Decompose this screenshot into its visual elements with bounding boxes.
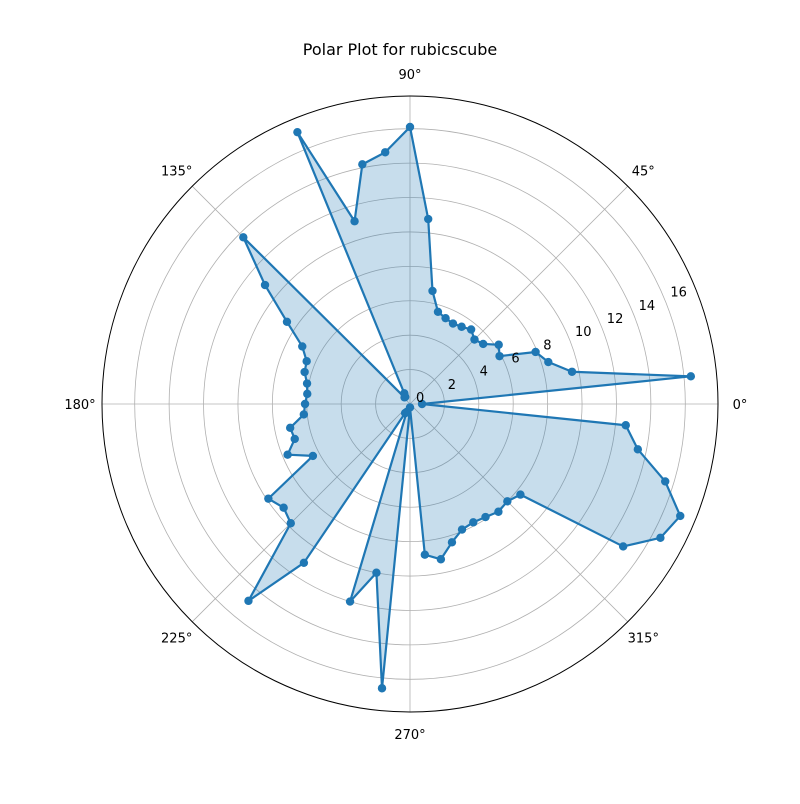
data-point-61: [661, 477, 670, 486]
theta-tick-label-7: 315°: [628, 631, 659, 646]
theta-tick-label-2: 90°: [398, 68, 421, 83]
r-tick-label-2: 4: [480, 365, 488, 380]
data-point-16: [405, 122, 415, 132]
data-point-31: [303, 389, 312, 399]
theta-tick-label-1: 45°: [632, 165, 655, 180]
data-point-51: [447, 538, 457, 547]
data-point-20: [293, 127, 302, 137]
data-point-17: [381, 148, 390, 157]
data-point-27: [298, 342, 307, 351]
theta-gridline-5: [191, 403, 411, 623]
r-tick-label-3: 6: [511, 352, 519, 367]
chart-title: Polar Plot for rubicscube: [302, 40, 498, 59]
data-point-40: [286, 519, 295, 528]
data-point-0: [417, 399, 427, 409]
data-point-54: [481, 512, 490, 522]
data-point-37: [308, 451, 318, 461]
data-point-28: [302, 357, 311, 366]
r-tick-label-0: 0: [416, 391, 424, 406]
data-point-47: [377, 684, 387, 693]
data-point-11: [448, 319, 458, 328]
data-point-35: [290, 434, 299, 444]
r-tick-label-6: 12: [607, 312, 624, 327]
data-point-29: [300, 367, 309, 377]
data-point-38: [264, 494, 273, 503]
data-point-60: [676, 511, 685, 521]
data-point-45: [345, 597, 355, 606]
data-point-55: [494, 507, 503, 516]
theta-tick-label-6: 270°: [394, 728, 425, 743]
data-point-26: [282, 317, 292, 326]
data-point-57: [516, 490, 525, 499]
data-point-7: [478, 339, 488, 349]
data-point-52: [457, 525, 467, 534]
data-point-33: [299, 410, 309, 419]
data-point-13: [433, 307, 443, 316]
r-tick-label-1: 2: [448, 378, 456, 393]
data-point-36: [283, 450, 292, 459]
data-point-59: [656, 533, 665, 543]
data-point-34: [285, 423, 295, 433]
data-point-50: [436, 555, 446, 564]
series-fill: [243, 126, 691, 689]
data-point-41: [244, 596, 253, 606]
data-point-15: [424, 214, 433, 224]
data-point-62: [633, 445, 643, 454]
data-point-3: [544, 357, 553, 367]
data-point-46: [372, 568, 381, 577]
theta-tick-label-0: 0°: [733, 398, 748, 413]
polar-frame: [101, 95, 719, 713]
data-point-12: [441, 313, 450, 323]
data-point-18: [358, 160, 367, 169]
data-point-5: [495, 351, 504, 361]
data-point-8: [470, 335, 479, 344]
data-point-39: [279, 503, 288, 512]
data-point-42: [299, 558, 309, 568]
data-point-63: [621, 421, 630, 430]
r-tick-label-5: 10: [575, 325, 592, 340]
theta-gridline-1: [409, 185, 629, 405]
r-tick-label-4: 8: [543, 338, 551, 353]
r-tick-label-8: 16: [670, 286, 687, 301]
data-point-30: [302, 379, 312, 388]
data-point-24: [239, 233, 248, 242]
data-point-19: [350, 217, 359, 226]
data-point-25: [260, 280, 270, 290]
theta-tick-label-4: 180°: [64, 398, 95, 413]
r-tick-label-7: 14: [639, 299, 656, 314]
data-point-56: [503, 497, 512, 506]
data-point-32: [300, 399, 310, 409]
data-point-49: [420, 550, 430, 559]
theta-tick-label-5: 225°: [161, 631, 192, 646]
theta-tick-label-3: 135°: [161, 165, 192, 180]
data-point-53: [469, 518, 478, 527]
data-point-58: [618, 542, 628, 551]
data-point-14: [428, 286, 437, 296]
data-point-23: [400, 393, 409, 402]
data-point-1: [686, 372, 696, 381]
data-point-6: [494, 340, 503, 349]
data-point-2: [567, 367, 577, 376]
data-point-4: [531, 347, 540, 357]
data-point-9: [466, 325, 476, 334]
data-point-48: [405, 403, 415, 412]
theta-gridline-7: [409, 403, 629, 623]
data-point-10: [457, 322, 466, 331]
